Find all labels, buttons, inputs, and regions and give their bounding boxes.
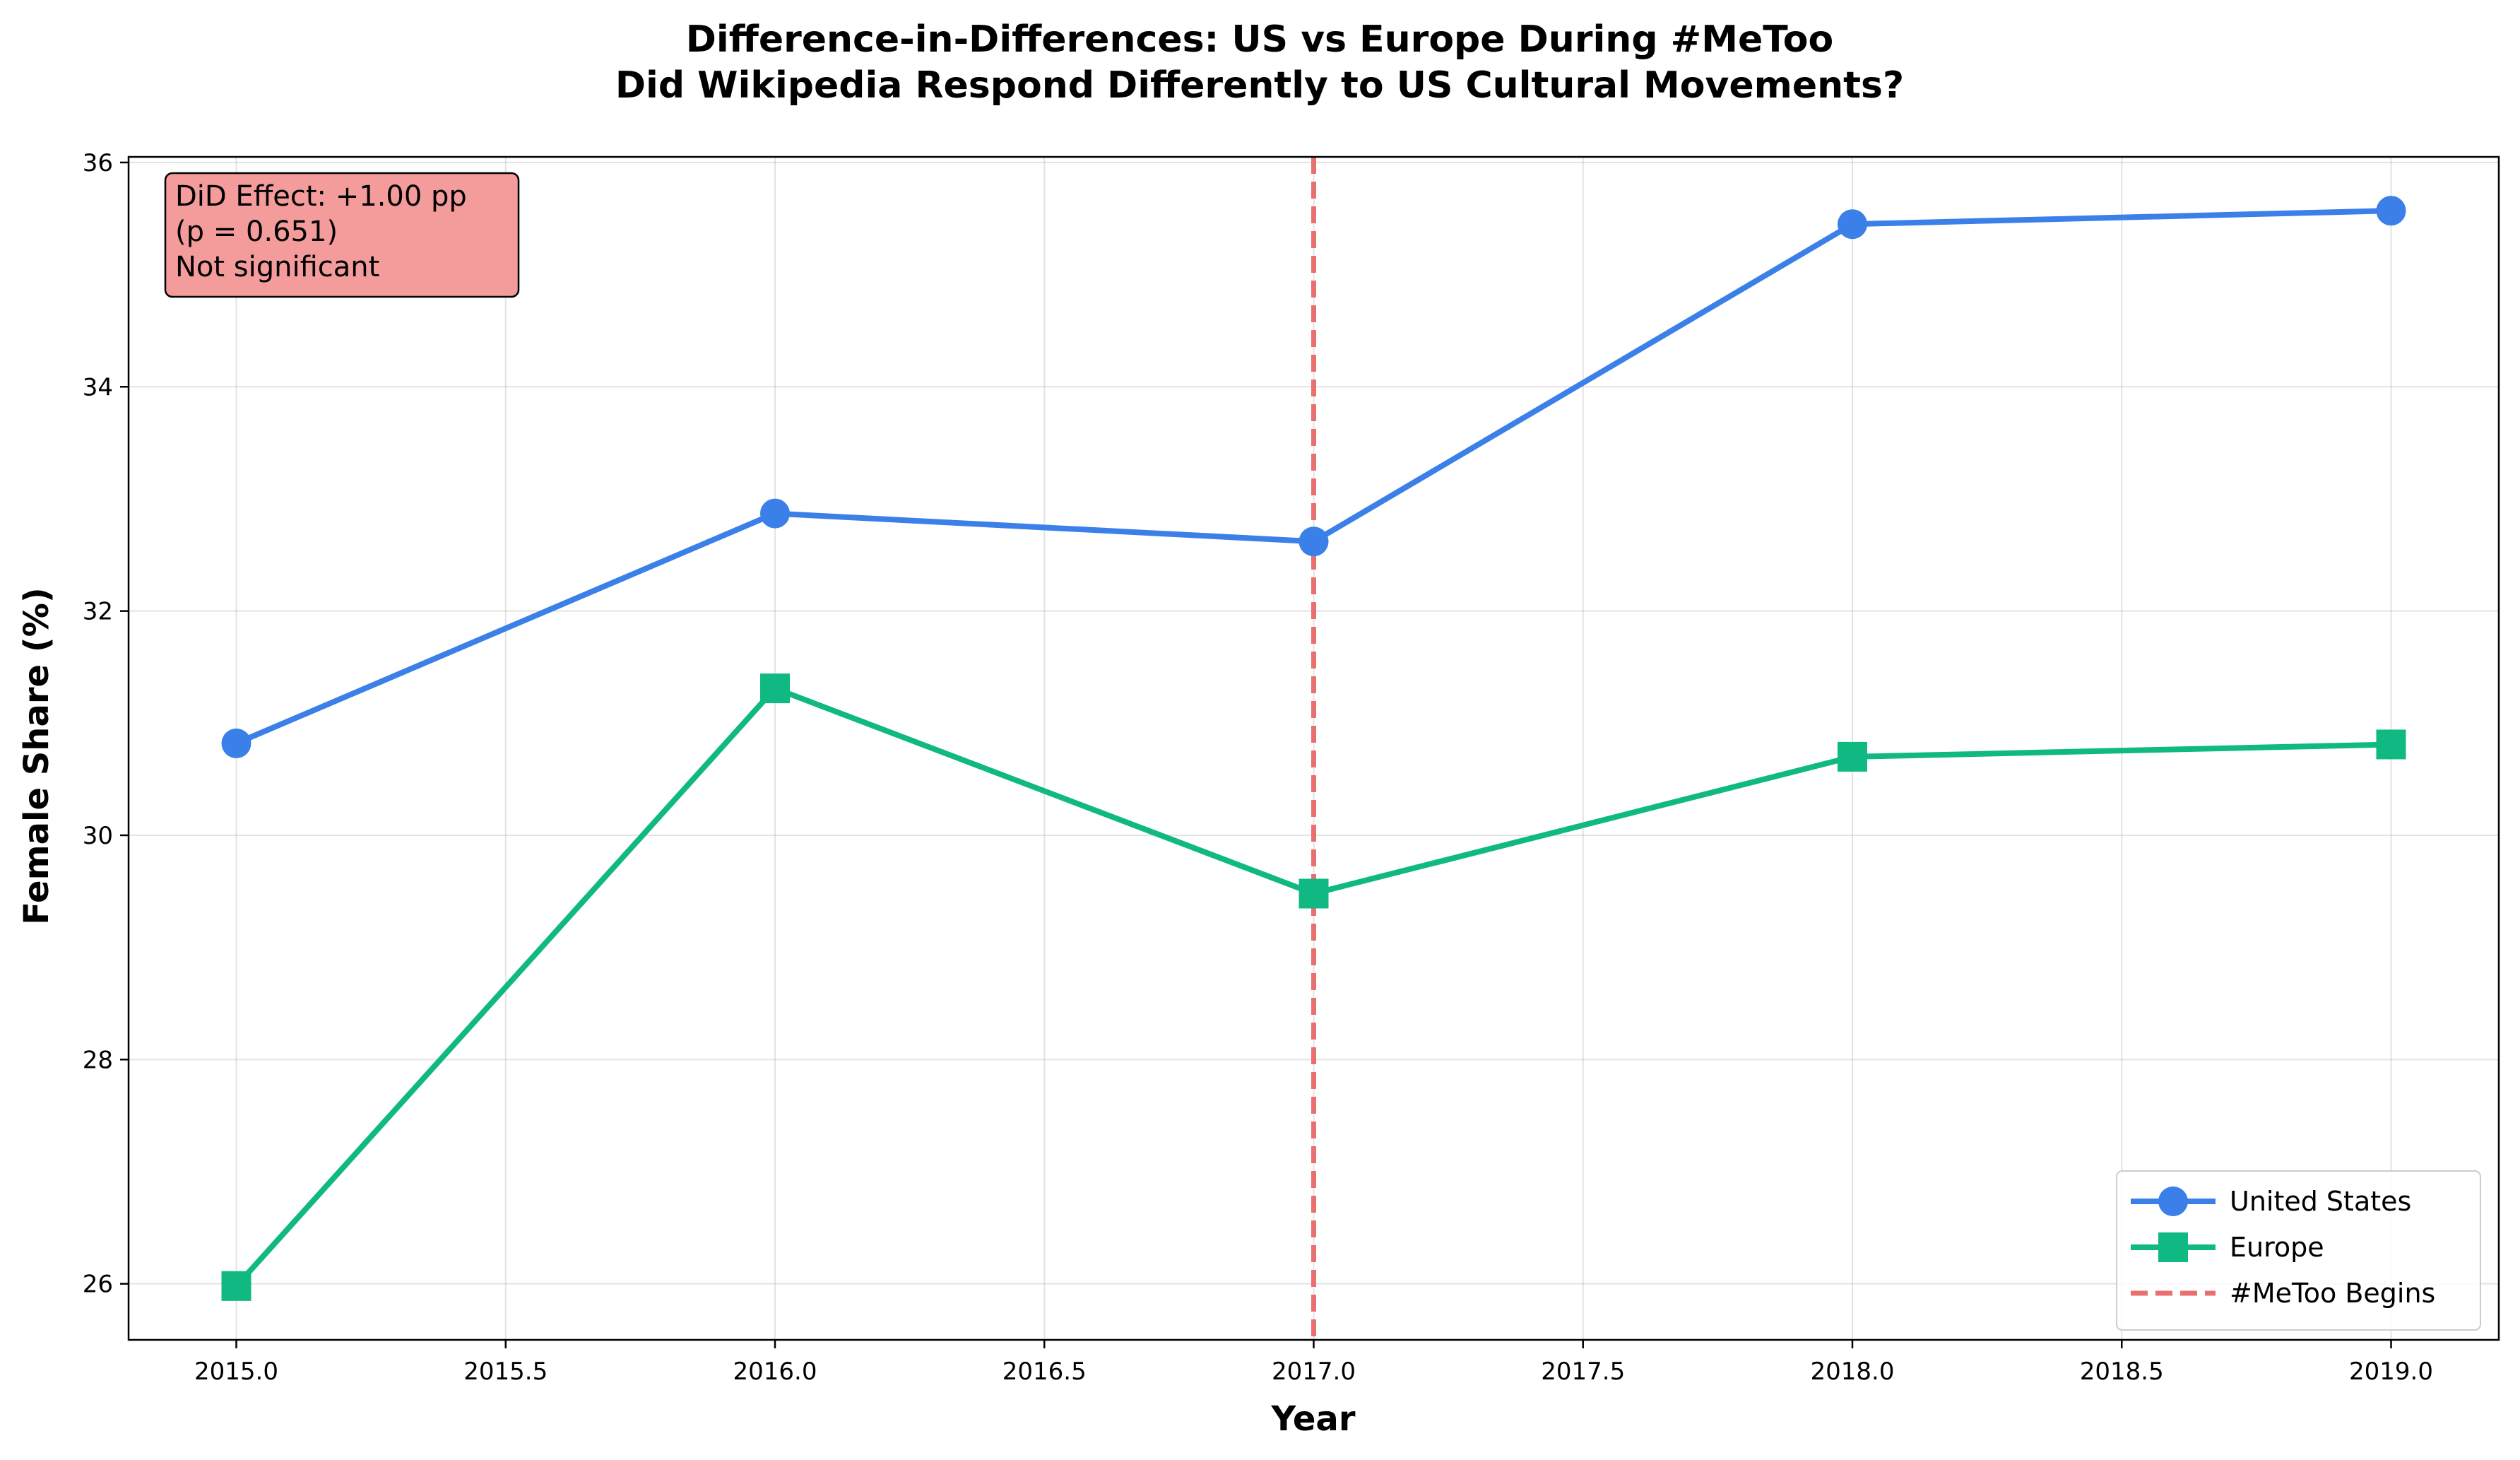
x-tick-label: 2018.0 — [1811, 1358, 1895, 1386]
series-europe — [221, 673, 2406, 1301]
annotation-line-2: (p = 0.651) — [175, 216, 338, 248]
data-point — [760, 498, 790, 529]
y-tick-label: 28 — [83, 1046, 113, 1074]
data-point — [1838, 209, 1867, 240]
legend-label: #MeToo Begins — [2230, 1278, 2435, 1309]
y-tick-label: 36 — [83, 149, 113, 177]
annotation-line-1: DiD Effect: +1.00 pp — [175, 180, 467, 213]
legend-marker — [2158, 1232, 2188, 1262]
y-tick-label: 30 — [83, 822, 113, 850]
data-point — [221, 1271, 252, 1301]
y-tick-label: 32 — [83, 598, 113, 626]
chart-title-line-2: Did Wikipedia Respond Differently to US … — [615, 64, 1904, 107]
y-tick-label: 34 — [83, 373, 113, 401]
data-point — [2376, 729, 2406, 760]
data-point — [1299, 526, 1329, 557]
x-tick-label: 2015.5 — [463, 1358, 548, 1386]
y-tick-label: 26 — [83, 1271, 113, 1299]
data-point — [760, 673, 790, 704]
legend-label: Europe — [2230, 1232, 2324, 1263]
data-point — [1299, 878, 1329, 909]
x-tick-label: 2016.0 — [733, 1358, 817, 1386]
did-effect-annotation: DiD Effect: +1.00 pp (p = 0.651) Not sig… — [164, 172, 520, 298]
legend-label: United States — [2230, 1186, 2411, 1217]
legend-item-metoo: #MeToo Begins — [2131, 1278, 2435, 1309]
x-tick-label: 2017.0 — [1272, 1358, 1356, 1386]
legend-marker — [2158, 1187, 2188, 1216]
x-tick-label: 2016.5 — [1002, 1358, 1087, 1386]
data-point — [221, 728, 252, 758]
data-point — [1838, 741, 1867, 772]
series-united-states — [221, 196, 2406, 758]
x-axis-label: Year — [1271, 1399, 1356, 1439]
series — [221, 196, 2406, 1301]
x-axis-ticks: 2015.0 2015.5 2016.0 2016.5 2017.0 2017.5 2018… — [194, 1340, 2433, 1386]
legend: United States Europe #MeToo Begins — [2116, 1170, 2481, 1331]
legend-box — [2116, 1170, 2481, 1331]
y-axis-label: Female Share (%) — [17, 587, 57, 925]
x-tick-label: 2019.0 — [2349, 1358, 2433, 1386]
legend-item-europe: Europe — [2131, 1232, 2324, 1263]
y-axis-ticks: 26 28 30 32 34 36 — [83, 149, 129, 1299]
annotation-box — [164, 172, 520, 298]
x-tick-label: 2018.5 — [2080, 1358, 2164, 1386]
legend-item-united-states: United States — [2131, 1186, 2411, 1217]
x-tick-label: 2015.0 — [194, 1358, 278, 1386]
x-tick-label: 2017.5 — [1541, 1358, 1625, 1386]
data-point — [2376, 196, 2406, 226]
annotation-line-3: Not significant — [175, 251, 379, 283]
chart-title-line-1: Difference-in-Differences: US vs Europe … — [686, 18, 1834, 61]
